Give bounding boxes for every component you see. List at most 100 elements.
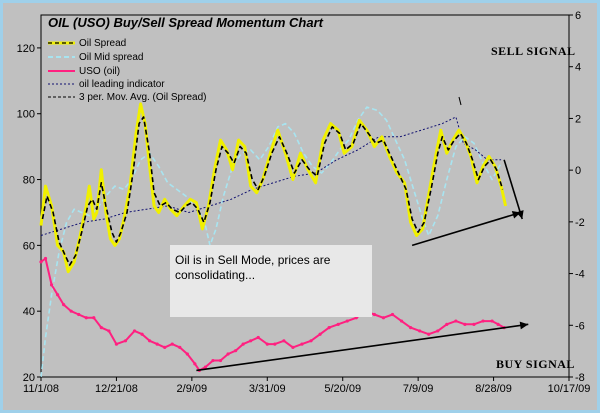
y-right-tick-label: -8 [575, 372, 585, 384]
spread-momentum-chart: 20 40 60 80 100 120 -8 -6 -4 -2 0 2 4 6 11/1/08 12/21/0… [17, 10, 591, 395]
uso-point [123, 339, 128, 343]
y-right-tick-label: 6 [575, 10, 581, 22]
y-left-tick-label: 120 [17, 43, 35, 55]
x-tick-label: 2/9/09 [177, 383, 208, 395]
uso-point [226, 352, 230, 356]
line-oil-mid-spread [40, 106, 502, 378]
uso-point [390, 312, 395, 317]
uso-point [178, 345, 182, 349]
uso-point [372, 312, 376, 317]
uso-point [381, 316, 386, 320]
uso-point [55, 293, 60, 297]
uso-point [427, 332, 431, 336]
uso-point [69, 309, 73, 313]
uso-point [409, 326, 413, 330]
uso-point [218, 358, 223, 363]
note-box-background [170, 245, 372, 317]
note-line-1: Oil is in Sell Mode, prices are [175, 253, 331, 267]
note-box: Oil is in Sell Mode, prices are consolid… [170, 245, 372, 317]
legend-label-leading-indicator: oil leading indicator [79, 79, 165, 90]
uso-point [92, 316, 96, 320]
uso-point [84, 316, 88, 320]
uso-point [265, 342, 269, 346]
uso-point [193, 362, 197, 366]
y-left-tick-label: 60 [23, 240, 35, 252]
uso-point [300, 342, 304, 346]
uso-point [318, 332, 322, 336]
uso-point [234, 349, 238, 353]
uso-point [62, 303, 66, 307]
tick-layer: 20 40 60 80 100 120 -8 -6 -4 -2 0 2 4 6 11/1/08 12/21/0… [17, 10, 591, 395]
uso-point [107, 329, 111, 333]
uso-point [114, 342, 119, 346]
uso-point [291, 345, 295, 349]
uso-point [49, 283, 54, 287]
y-left-tick-label: 100 [17, 109, 35, 121]
y-left-tick-label: 80 [23, 175, 35, 187]
uso-point [345, 319, 349, 323]
sell-signal-label: SELL SIGNAL [491, 44, 576, 58]
y-right-tick-label: 2 [575, 113, 581, 125]
uso-point [445, 322, 449, 326]
uso-point [211, 358, 215, 363]
arrow-layer [196, 159, 529, 372]
uso-point [77, 312, 81, 317]
legend-label-moving-average: 3 per. Mov. Avg. (Oil Spread) [79, 92, 206, 103]
x-tick-label: 7/9/09 [403, 383, 434, 395]
uso-point [496, 322, 500, 326]
uso-point [463, 322, 467, 326]
uso-point [203, 365, 208, 369]
y-right-tick-label: 0 [575, 165, 581, 177]
uso-point [327, 326, 331, 330]
uso-point [39, 260, 43, 264]
rising-spread-arrow-head [511, 211, 521, 219]
chart-title: OIL (USO) Buy/Sell Spread Momentum Chart [48, 15, 324, 30]
uso-point [155, 342, 159, 346]
uso-point [309, 339, 313, 343]
uso-point [163, 345, 167, 349]
uso-point [99, 326, 103, 330]
plot-area [40, 14, 570, 378]
uso-point [241, 342, 245, 346]
y-right-tick-label: -2 [575, 217, 585, 229]
y-left-tick-label: 40 [23, 306, 35, 318]
y-right-tick-label: -6 [575, 320, 585, 332]
x-tick-label: 11/1/08 [23, 383, 59, 395]
uso-point [43, 256, 48, 261]
x-tick-label: 3/31/09 [249, 383, 286, 395]
uso-point [273, 342, 277, 346]
series-layer [39, 102, 508, 378]
sell-arrow [503, 159, 523, 220]
y-right-tick-label: 4 [575, 62, 581, 74]
y-left-tick-label: 20 [23, 372, 35, 384]
legend-label-oil-mid-spread: Oil Mid spread [79, 52, 143, 63]
legend: Oil Spread Oil Mid spread USO (oil) oil … [48, 38, 206, 103]
uso-point [436, 329, 440, 333]
legend-label-oil-spread: Oil Spread [79, 38, 126, 49]
uso-point [148, 339, 152, 343]
uso-point [454, 319, 458, 323]
uso-point [490, 319, 494, 323]
uso-point [282, 339, 286, 343]
y-right-tick-label: -4 [575, 269, 585, 281]
rising-price-arrow [196, 323, 529, 372]
x-tick-label: 12/21/08 [95, 383, 138, 395]
uso-point [249, 339, 253, 343]
uso-point [472, 322, 476, 326]
uso-point [399, 319, 404, 323]
rising-price-arrow-head [519, 321, 529, 330]
uso-point [132, 329, 137, 333]
uso-point [418, 329, 422, 333]
note-line-2: consolidating... [175, 268, 255, 282]
uso-point [481, 319, 485, 323]
x-tick-label: 5/20/09 [324, 383, 361, 395]
uso-point [170, 342, 174, 346]
uso-point [140, 332, 144, 336]
x-tick-label: 8/28/09 [475, 383, 512, 395]
uso-point [256, 335, 260, 340]
stray-mark [458, 96, 462, 106]
legend-label-uso: USO (oil) [79, 66, 120, 77]
x-tick-label: 10/17/09 [548, 383, 591, 395]
rising-spread-arrow [411, 211, 521, 247]
